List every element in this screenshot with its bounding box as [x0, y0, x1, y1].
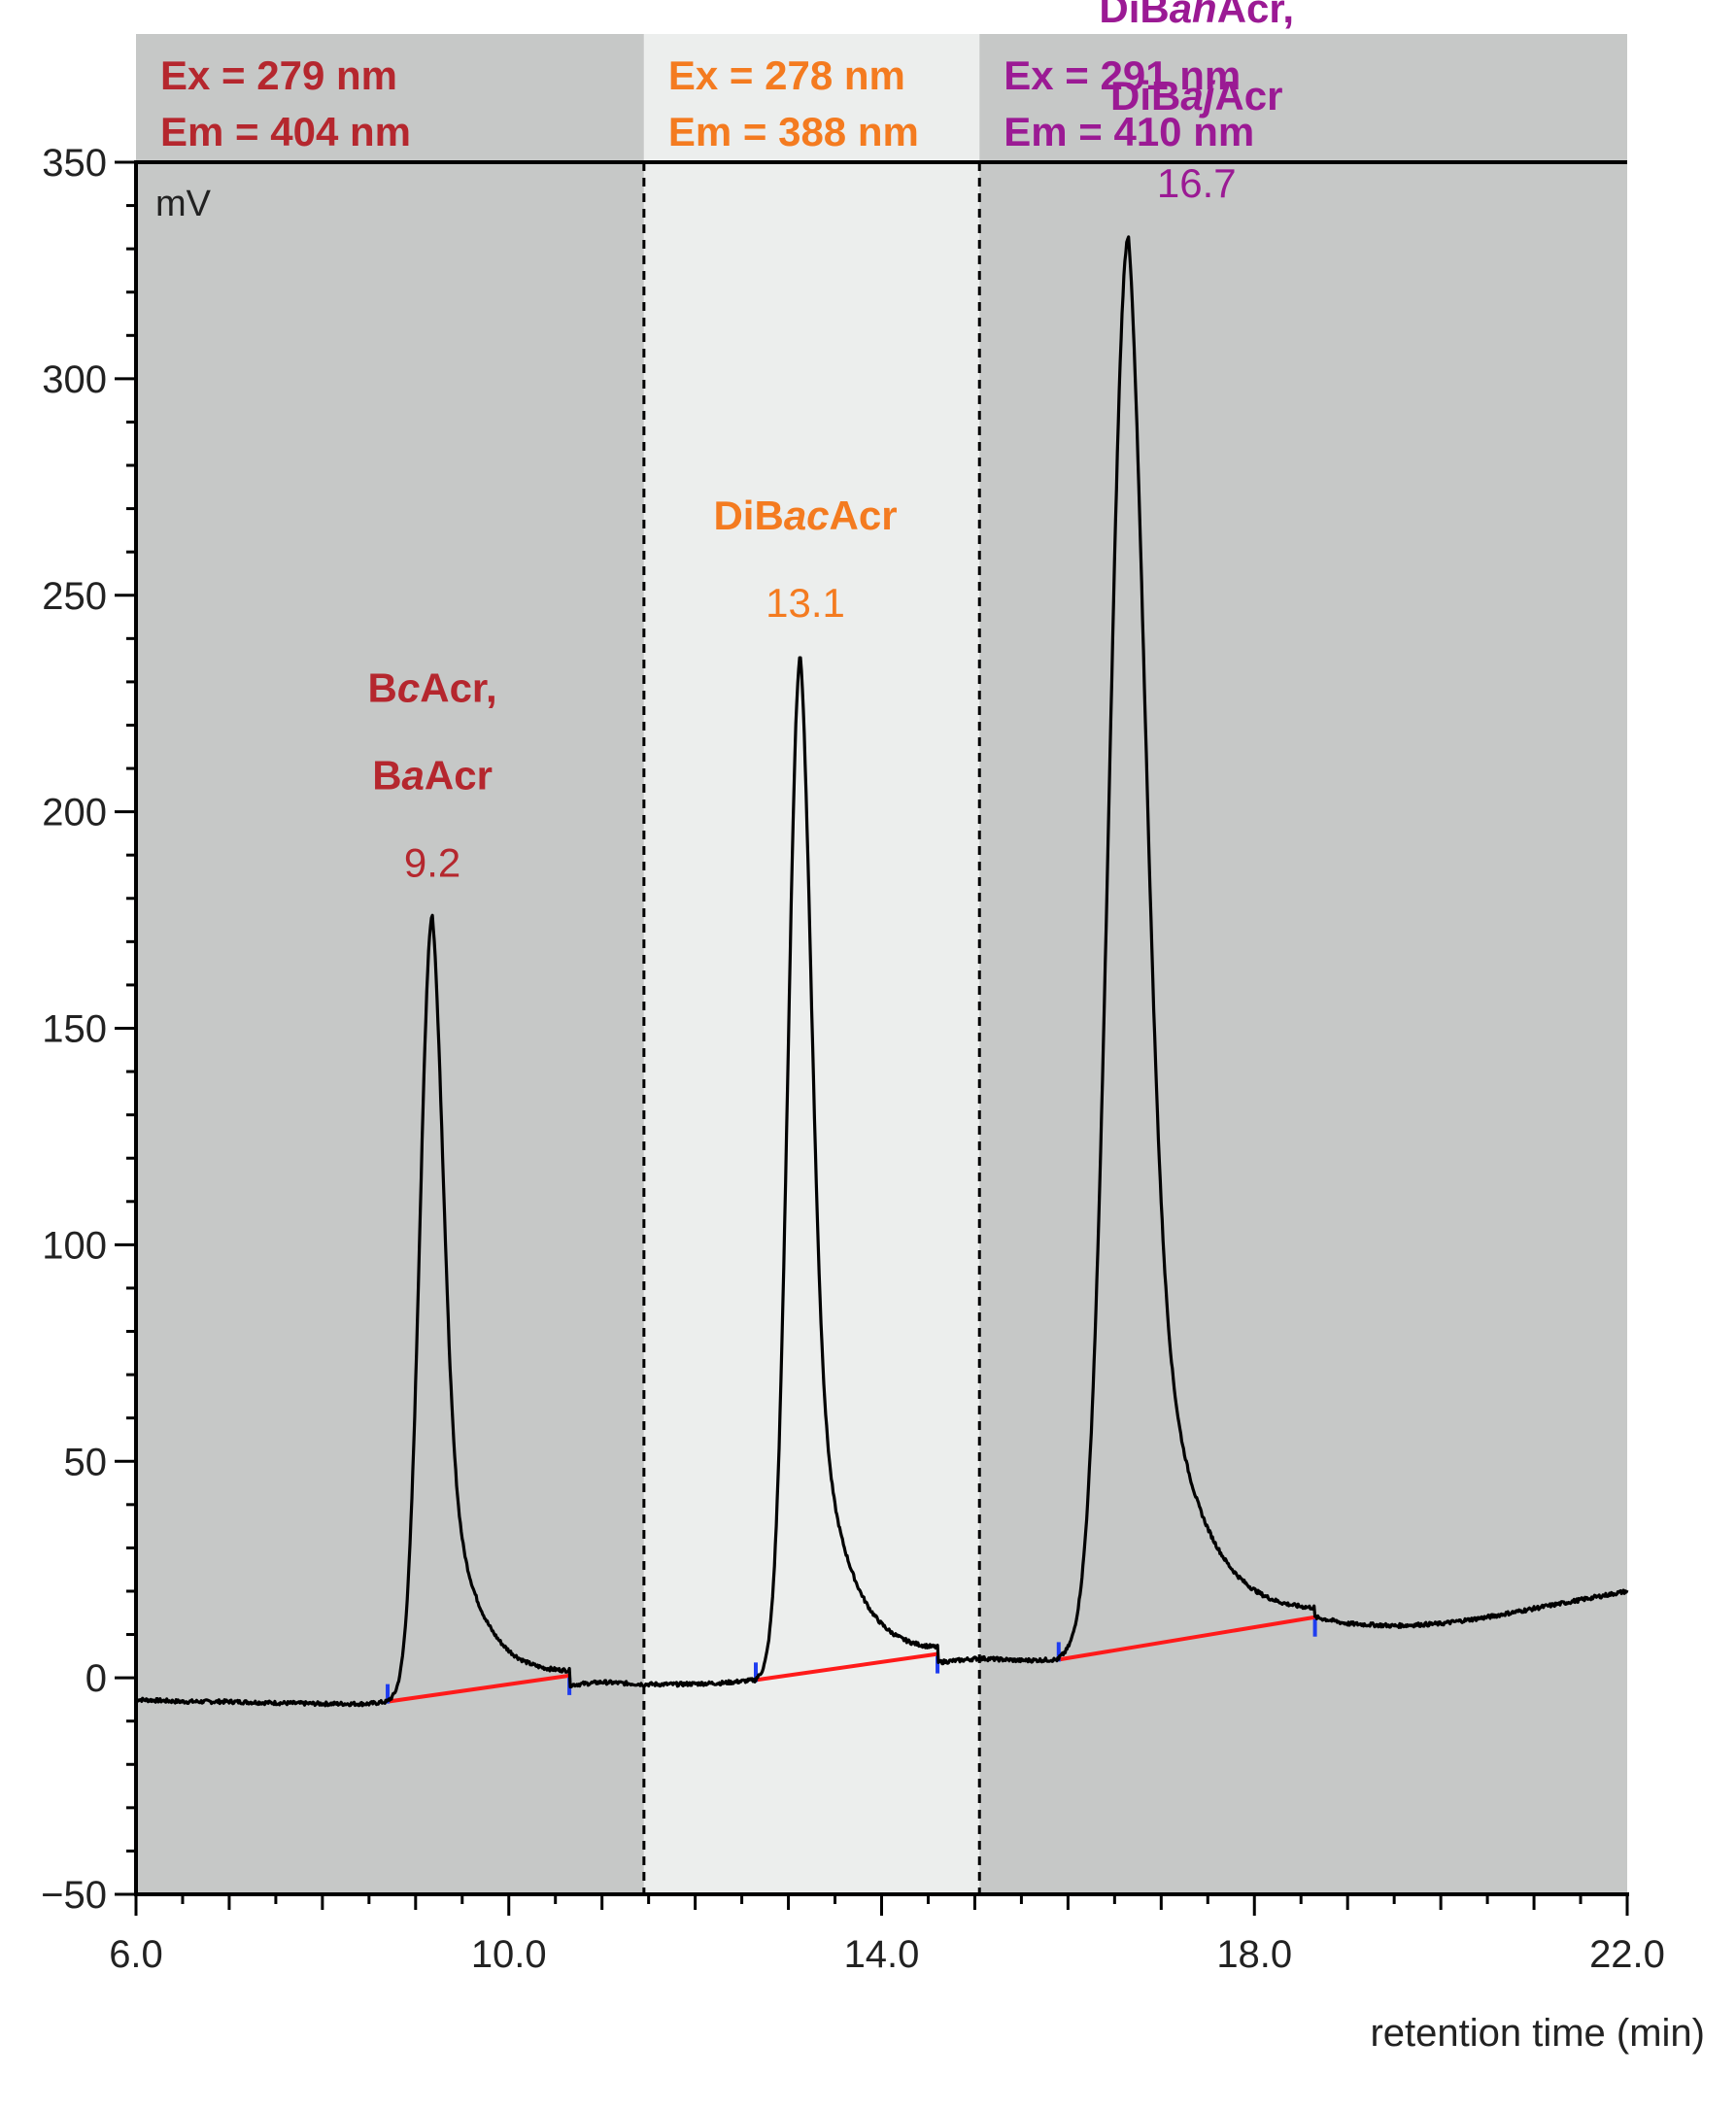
integration-baseline-2 — [755, 1651, 938, 1683]
x-tick-label: 6.0 — [109, 1933, 163, 1976]
integration-baseline-1 — [387, 1673, 570, 1704]
integration-baseline-3 — [1058, 1615, 1315, 1662]
peak-retention-time-2: 13.1 — [766, 580, 845, 626]
y-tick-label: 350 — [42, 142, 107, 185]
peak-name-line1-3: DiBahAcr, — [1099, 0, 1294, 31]
chromatogram-trace — [135, 235, 1629, 1708]
y-unit-label: mV — [155, 184, 212, 224]
peak-name-line2-1: BaAcr — [372, 753, 493, 799]
window-ex-label-1: Ex = 279 nm — [160, 52, 397, 98]
y-tick-label: 200 — [42, 792, 107, 834]
window-em-label-1: Em = 404 nm — [160, 109, 411, 154]
x-tick-label: 22.0 — [1589, 1933, 1665, 1976]
window-band-1 — [136, 34, 644, 1894]
x-tick-label: 14.0 — [844, 1933, 920, 1976]
peak-name-line2-3: DiBajAcr — [1110, 73, 1282, 119]
y-tick-label: 100 — [42, 1224, 107, 1267]
detection-windows: Ex = 279 nm Em = 404 nm Ex = 278 nm Em = 38… — [136, 34, 1627, 1894]
window-em-label-2: Em = 388 nm — [668, 109, 919, 154]
window-em-label-3: Em = 410 nm — [1004, 109, 1254, 154]
y-tick-label: 50 — [64, 1441, 108, 1483]
peak-retention-time-3: 16.7 — [1157, 160, 1237, 206]
x-axis-title: retention time (min) — [1370, 2012, 1705, 2055]
peak-labels: 9.2 BaAcr BcAcr, 13.1 DiBacAcr 16.7 DiBajAcr Di… — [368, 0, 1295, 886]
window-ex-label-3: Ex = 291 nm — [1004, 52, 1241, 98]
x-tick-label: 18.0 — [1216, 1933, 1292, 1976]
trace — [135, 235, 1629, 1708]
y-tick-label: 0 — [85, 1657, 107, 1700]
peak-name-line1-2: DiBacAcr — [713, 493, 897, 538]
peak-retention-time-1: 9.2 — [404, 840, 460, 886]
peak-name-line1-1: BcAcr, — [368, 665, 497, 711]
window-band-3 — [979, 34, 1627, 1894]
axes: 6.0 10.0 14.0 18.0 22.0 −50 0 50 100 150 200 250 300… — [41, 142, 1665, 1976]
y-tick-label: 150 — [42, 1008, 107, 1051]
y-tick-label: 300 — [42, 358, 107, 401]
window-ex-label-2: Ex = 278 nm — [668, 52, 905, 98]
y-tick-label: −50 — [41, 1874, 107, 1917]
y-tick-label: 250 — [42, 575, 107, 618]
x-tick-label: 10.0 — [471, 1933, 547, 1976]
